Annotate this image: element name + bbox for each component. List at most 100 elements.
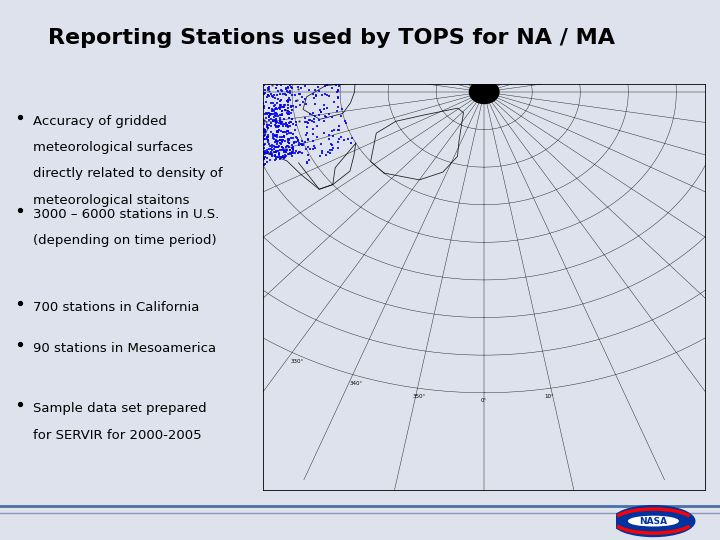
Point: [162, 58, 174, 67]
Point: [284, 38, 295, 47]
Point: [143, 71, 155, 80]
Point: [292, 85, 303, 93]
Point: [316, 43, 328, 52]
Point: [300, 24, 312, 33]
Point: [232, 142, 243, 151]
Point: [236, 165, 248, 174]
Point: [311, 1, 323, 9]
Point: [248, 0, 259, 8]
Point: [307, 0, 318, 8]
Point: [302, 0, 314, 3]
Point: [277, 28, 289, 36]
Point: [276, 153, 287, 161]
Point: [239, 111, 251, 119]
Point: [229, 89, 240, 98]
Point: [171, 121, 182, 130]
Point: [219, 31, 230, 40]
Point: [183, 0, 194, 5]
Point: [271, 116, 282, 124]
Point: [232, 110, 243, 119]
Point: [267, 0, 279, 2]
Point: [259, 32, 271, 40]
Point: [305, 5, 317, 14]
Point: [331, 88, 343, 97]
Point: [217, 4, 228, 13]
Point: [197, 156, 209, 165]
Point: [176, 145, 187, 154]
Point: [189, 32, 200, 41]
Point: [282, 7, 294, 16]
Point: [285, 83, 297, 91]
Point: [169, 112, 181, 121]
Point: [397, 5, 408, 14]
Point: [446, 0, 457, 4]
Point: [194, 2, 206, 10]
Point: [122, 150, 134, 159]
Point: [312, 9, 323, 18]
Point: [256, 28, 268, 36]
Point: [243, 108, 254, 117]
Point: [291, 97, 302, 106]
Point: [253, 73, 265, 82]
Point: [297, 10, 309, 18]
Point: [256, 126, 267, 134]
Point: [222, 28, 234, 36]
Point: [147, 18, 158, 27]
Point: [234, 81, 246, 90]
Point: [206, 134, 217, 143]
Point: [184, 127, 196, 136]
Point: [271, 137, 283, 146]
Point: [262, 73, 274, 82]
Point: [287, 1, 298, 10]
Point: [310, 92, 322, 100]
Point: [322, 28, 333, 36]
Point: [233, 8, 245, 17]
Point: [211, 33, 222, 42]
Point: [215, 4, 227, 13]
Point: [177, 89, 189, 97]
Point: [244, 104, 256, 112]
Point: [315, 139, 327, 148]
Point: [267, 117, 279, 125]
Point: [233, 112, 245, 121]
Point: [256, 123, 268, 131]
Point: [211, 28, 222, 36]
Point: [298, 22, 310, 30]
Point: [240, 52, 252, 61]
Point: [294, 16, 305, 24]
Point: [267, 130, 279, 139]
Point: [327, 145, 338, 154]
Point: [277, 103, 289, 111]
Point: [230, 129, 241, 138]
Point: [138, 111, 149, 119]
Point: [285, 73, 297, 82]
Point: [148, 143, 160, 151]
Point: [258, 135, 270, 144]
Point: [213, 147, 225, 156]
Point: [263, 5, 274, 14]
Point: [228, 148, 239, 157]
Point: [364, 17, 376, 25]
Point: [156, 29, 167, 38]
Point: [196, 71, 207, 79]
Point: [220, 151, 231, 160]
Point: [216, 88, 228, 97]
Point: [260, 2, 271, 10]
Point: [263, 85, 274, 93]
Point: [248, 0, 259, 8]
Point: [328, 59, 339, 68]
Point: [333, 103, 344, 111]
Point: [344, 17, 356, 25]
Point: [212, 7, 223, 16]
Point: [204, 43, 216, 51]
Point: [267, 93, 279, 102]
Point: [281, 13, 292, 22]
Point: [311, 0, 323, 7]
Point: [197, 51, 209, 59]
Point: [246, 39, 258, 48]
Point: [233, 23, 245, 32]
Point: [229, 6, 240, 15]
Point: [306, 0, 318, 8]
Point: [213, 119, 225, 127]
Point: [175, 83, 186, 91]
